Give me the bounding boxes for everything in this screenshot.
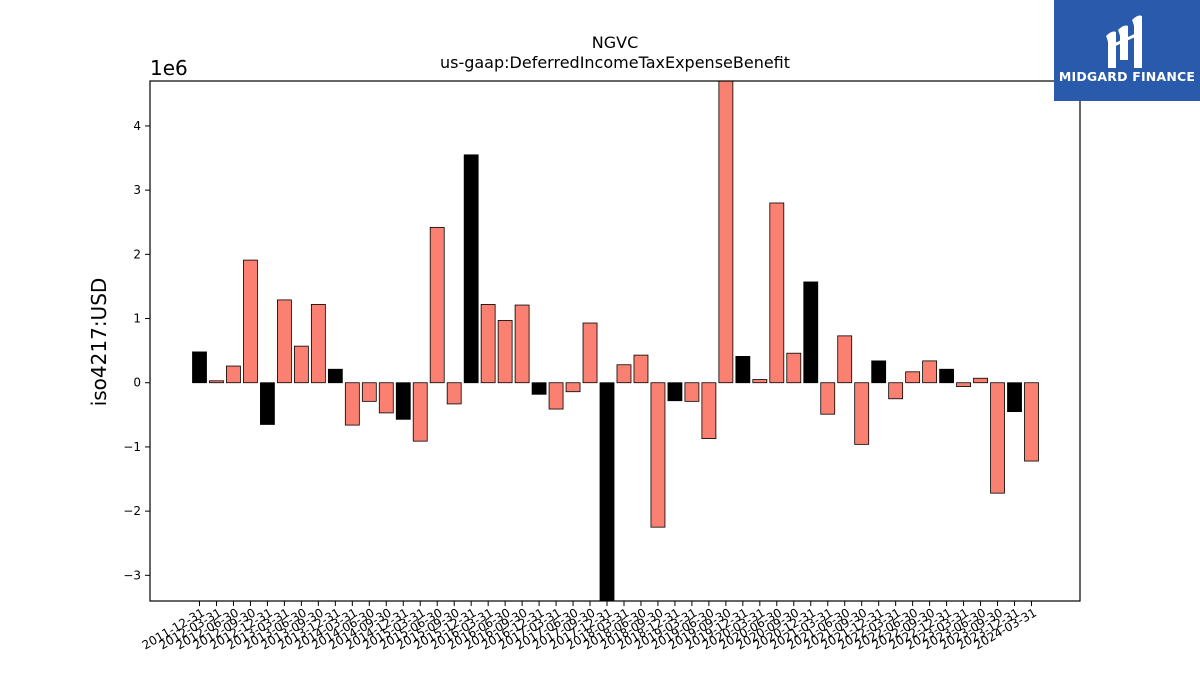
bar-2022-03-31: [888, 382, 904, 400]
bar-2016-03-31: [480, 304, 496, 384]
bar-2016-09-30: [514, 304, 530, 384]
bar-2018-12-31: [667, 382, 683, 402]
bar-2023-09-30: [990, 382, 1005, 494]
bar-2021-06-30: [837, 335, 853, 384]
bar-2019-09-30: [718, 80, 734, 384]
bar-2020-06-30: [769, 202, 785, 384]
bar-2012-03-31: [209, 380, 224, 384]
y-tick-label: −2: [123, 504, 141, 518]
bar-2014-12-31: [395, 382, 411, 420]
bar-2015-06-30: [429, 226, 445, 384]
chart-title: NGVC: [592, 33, 638, 52]
logo-mark-icon: [1106, 15, 1142, 68]
y-tick-label: 0: [133, 376, 141, 390]
bar-2019-06-30: [701, 382, 717, 439]
y-tick-label: 1: [133, 312, 141, 326]
bar-2023-03-31: [956, 382, 971, 387]
x-axis: 2011-12-312012-03-312012-06-302012-09-30…: [140, 601, 1039, 652]
y-tick-label: 3: [133, 183, 141, 197]
bar-2011-12-31: [192, 351, 207, 384]
bar-2023-06-30: [973, 377, 988, 384]
chart-subtitle: us-gaap:DeferredIncomeTaxExpenseBenefit: [440, 53, 790, 72]
bar-2017-03-31: [548, 382, 564, 410]
bar-2013-09-30: [310, 304, 326, 384]
bar-2013-06-30: [293, 345, 309, 384]
y-tick-label: 2: [133, 247, 141, 261]
y-tick-label: −1: [123, 440, 141, 454]
y-axis-label: iso4217:USD: [87, 278, 111, 407]
bar-2022-09-30: [922, 360, 938, 384]
bar-2015-12-31: [463, 154, 479, 384]
bar-2014-03-31: [344, 382, 360, 426]
bar-2014-06-30: [361, 382, 377, 402]
bar-2014-09-30: [378, 382, 394, 414]
bar-2012-09-30: [243, 259, 258, 384]
bar-2021-09-30: [854, 382, 870, 445]
bar-2013-03-31: [276, 299, 292, 384]
bar-2016-06-30: [497, 320, 513, 384]
bar-2021-03-31: [820, 382, 836, 415]
bar-2020-09-30: [786, 352, 802, 384]
bar-2018-09-30: [650, 382, 666, 528]
plot-frame: [149, 80, 1081, 602]
bar-2020-12-31: [803, 281, 819, 384]
bar-2023-12-31: [1007, 382, 1022, 413]
bar-2021-12-31: [871, 360, 887, 384]
y-offset-label: 1e6: [150, 56, 188, 80]
bar-2019-03-31: [684, 382, 700, 402]
bar-2016-12-31: [531, 382, 547, 395]
bar-2017-12-31: [599, 382, 615, 602]
bar-2015-09-30: [446, 382, 462, 405]
bar-2022-06-30: [905, 371, 921, 384]
midgard-finance-logo: MIDGARD FINANCE: [1054, 0, 1200, 101]
y-tick-label: −3: [123, 568, 141, 582]
bar-2017-09-30: [582, 322, 598, 384]
bar-2012-12-31: [260, 382, 275, 425]
y-tick-label: 4: [133, 119, 141, 133]
bar-2020-03-31: [752, 379, 768, 384]
bar-2022-12-31: [939, 368, 954, 384]
bar-2012-06-30: [226, 365, 241, 384]
bar-2019-12-31: [735, 356, 751, 384]
bar-2013-12-31: [327, 368, 343, 384]
bar-2024-03-31: [1024, 382, 1039, 462]
bar-2018-06-30: [633, 354, 649, 384]
bar-2018-03-31: [616, 364, 632, 384]
bar-2015-03-31: [412, 382, 428, 442]
bar-2017-06-30: [565, 382, 581, 393]
y-axis: −3 −2 −1 0 1 2 3 4: [123, 119, 150, 582]
logo-text: MIDGARD FINANCE: [1058, 69, 1196, 84]
bars-group: [192, 80, 1039, 602]
